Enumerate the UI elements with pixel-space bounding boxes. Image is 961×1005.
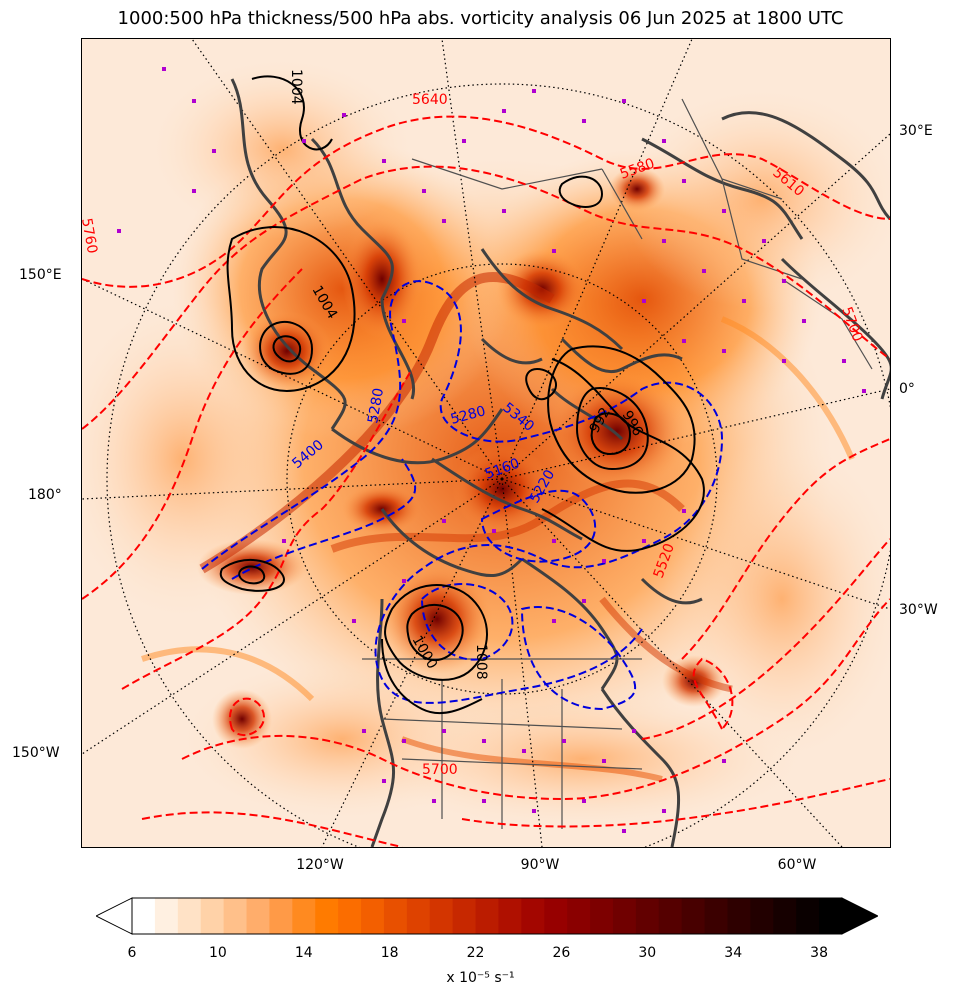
colorbar-swatch [246,898,270,934]
colorbar-swatch [727,898,751,934]
colorbar-tick-label: 30 [638,945,657,961]
colorbar-swatch [704,898,728,934]
colorbar-swatch [154,898,179,934]
colorbar-swatch [315,898,339,934]
station-markers [117,67,866,833]
contour-label: 5640 [412,92,448,108]
colorbar-swatch [338,898,362,934]
vorticity-shading [82,39,890,847]
longitude-label-90w: 90°W [520,857,560,873]
colorbar-swatch [361,898,385,934]
colorbar-swatch [590,898,614,934]
colorbar-swatch [269,898,293,934]
colorbar-swatch [406,898,431,934]
colorbar-graphic [94,897,880,935]
colorbar-swatch [177,898,202,934]
colorbar-swatch [200,898,225,934]
colorbar-swatch [796,898,820,934]
colorbar-tick-label: 26 [552,945,571,961]
colorbar-swatch [383,898,408,934]
colorbar-border [131,897,843,935]
polar-stereographic-map: 5640 5700 5580 5520 5760 5610 5700 5280 … [82,39,890,847]
colorbar-swatch [773,898,797,934]
colorbar-swatch [544,898,568,934]
colorbar-extend-max [841,897,880,935]
contour-label: 5700 [422,762,458,778]
colorbar-swatch [292,898,316,934]
contour-label: 5760 [82,217,100,255]
colorbar-tick-label: 38 [810,945,829,961]
colorbar-swatch [567,898,591,934]
thickness-contours-blue [201,280,724,711]
contour-label: 5280 [365,387,387,425]
map-panel: 5640 5700 5580 5520 5760 5610 5700 5280 … [81,38,891,848]
colorbar-swatch [681,898,706,934]
colorbar-swatch [521,898,545,934]
longitude-label-0: 0° [899,381,915,397]
colorbar-tick-label: 18 [380,945,399,961]
colorbar-swatch [658,898,683,934]
longitude-label-30w: 30°W [899,602,938,618]
longitude-label-60w: 60°W [777,857,817,873]
colorbar-swatch [429,898,454,934]
longitude-label-30e: 30°E [899,123,933,139]
colorbar-tick-label: 14 [294,945,313,961]
longitude-label-120w: 120°W [296,857,344,873]
longitude-label-150e: 150°E [19,267,62,283]
pressure-contours-black [219,75,705,715]
colorbar-swatch [452,898,477,934]
colorbar-swatch [819,898,843,934]
colorbar-swatch [750,898,774,934]
graticule [82,39,890,847]
colorbar-swatch [223,898,248,934]
colorbar-swatch [132,898,156,934]
map-title: 1000:500 hPa thickness/500 hPa abs. vort… [117,8,844,29]
colorbar-tick-label: 10 [208,945,227,961]
longitude-label-180: 180° [28,487,62,503]
colorbar-swatch [498,898,522,934]
colorbar-label: x 10⁻⁵ s⁻¹ [446,970,515,986]
colorbar-swatch [635,898,660,934]
contour-label: 1008 [473,644,489,680]
contour-label: 1004 [288,69,304,105]
colorbar-tick-label: 6 [127,945,137,961]
colorbar-extend-min [94,897,133,935]
colorbar-tick-label: 22 [466,945,485,961]
colorbar-tick-label: 34 [724,945,743,961]
colorbar-swatch [612,898,637,934]
colorbar-swatch [475,898,499,934]
colorbar-ticks: 6 10 14 18 22 26 30 34 38 [0,945,961,965]
colorbar [94,895,880,937]
longitude-label-150w: 150°W [12,745,60,761]
